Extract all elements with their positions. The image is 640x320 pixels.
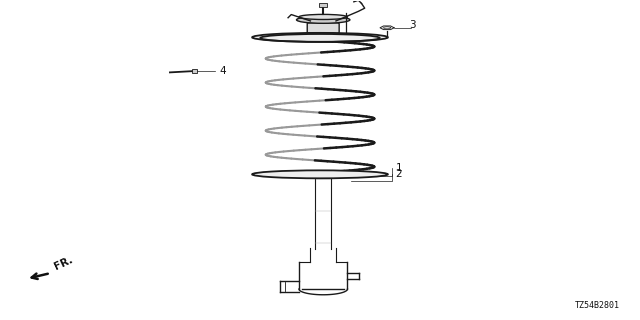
- Text: FR.: FR.: [53, 255, 75, 272]
- Text: 3: 3: [410, 20, 416, 29]
- Ellipse shape: [299, 14, 348, 20]
- Ellipse shape: [252, 170, 388, 178]
- Text: TZ54B2801: TZ54B2801: [575, 301, 620, 310]
- FancyBboxPatch shape: [307, 23, 339, 34]
- Ellipse shape: [296, 16, 350, 23]
- Polygon shape: [380, 26, 394, 29]
- Text: 2: 2: [396, 169, 402, 179]
- Text: 4: 4: [220, 66, 226, 76]
- Bar: [191, 69, 197, 73]
- Text: 1: 1: [396, 163, 402, 173]
- Ellipse shape: [252, 33, 388, 42]
- Bar: [319, 3, 327, 7]
